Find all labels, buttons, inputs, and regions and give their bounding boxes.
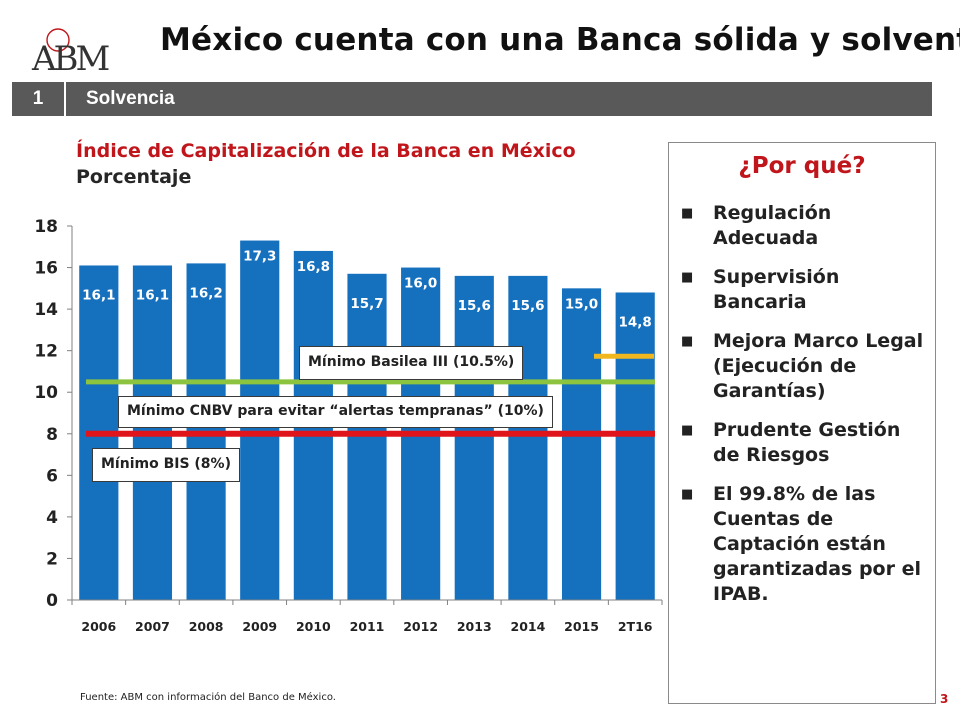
why-item-supervision: ■ Supervisión Bancaria	[681, 266, 840, 313]
why-item-regulation: ■ Regulación Adecuada	[681, 202, 832, 249]
x-tick-label: 2006	[81, 619, 116, 634]
y-tick-label: 16	[34, 259, 58, 279]
x-tick-label: 2013	[457, 619, 492, 634]
chart-subtitle: Porcentaje	[76, 166, 192, 188]
section-number: 1	[12, 82, 66, 116]
y-tick-label: 6	[46, 466, 58, 486]
abm-logo: ABM	[31, 28, 110, 76]
y-tick-label: 18	[34, 217, 58, 237]
svg-text:ABM: ABM	[31, 39, 110, 76]
chart-title: Índice de Capitalización de la Banca en …	[76, 140, 576, 162]
bar-value-label: 16,8	[297, 259, 330, 275]
why-list: ■ Regulación Adecuada ■ Supervisión Bancar…	[681, 201, 929, 621]
y-tick-label: 8	[46, 425, 58, 445]
bar-2013	[454, 275, 494, 600]
x-tick-label: 2014	[511, 619, 546, 634]
square-bullet-icon: ■	[681, 423, 694, 438]
y-tick-label: 2	[46, 549, 58, 569]
source-note: Fuente: ABM con información del Banco de…	[80, 692, 336, 703]
bar-value-label: 16,1	[136, 287, 169, 303]
why-box: ¿Por qué? ■ Regulación Adecuada ■ Supervis…	[668, 142, 936, 704]
bar-2015	[561, 288, 602, 600]
why-item-risk-management: ■ Prudente Gestión de Riesgos	[681, 419, 901, 466]
bar-value-label: 17,3	[243, 249, 276, 265]
square-bullet-icon: ■	[681, 206, 694, 221]
x-tick-label: 2009	[242, 619, 277, 634]
section-label: Solvencia	[86, 88, 175, 109]
page-number: 3	[940, 692, 949, 706]
square-bullet-icon: ■	[681, 334, 694, 349]
x-tick-label: 2008	[189, 619, 224, 634]
y-tick-label: 14	[34, 300, 58, 320]
bis-callout: Mínimo BIS (8%)	[92, 448, 240, 482]
x-tick-label: 2010	[296, 619, 331, 634]
bar-value-label: 15,0	[565, 296, 598, 312]
y-tick-label: 10	[34, 383, 58, 403]
square-bullet-icon: ■	[681, 487, 694, 502]
x-tick-label: 2012	[403, 619, 438, 634]
x-tick-label: 2015	[564, 619, 599, 634]
bar-value-label: 15,6	[511, 298, 544, 314]
page-title: México cuenta con una Banca sólida y sol…	[160, 22, 960, 58]
bar-2011	[347, 273, 387, 600]
bar-2014	[508, 275, 548, 600]
basilea-callout: Mínimo Basilea III (10.5%)	[299, 346, 524, 380]
why-title: ¿Por qué?	[738, 153, 866, 179]
y-tick-label: 4	[46, 508, 58, 528]
bar-value-label: 15,6	[458, 298, 491, 314]
bar-value-label: 16,1	[82, 287, 115, 303]
why-item-legal-framework: ■ Mejora Marco Legal (Ejecución de Garant…	[681, 330, 924, 402]
square-bullet-icon: ■	[681, 270, 694, 285]
y-tick-label: 12	[34, 342, 58, 362]
bar-value-label: 16,0	[404, 276, 437, 292]
bar-value-label: 15,7	[350, 296, 383, 312]
cnbv-callout: Mínimo CNBV para evitar “alertas tempran…	[118, 396, 553, 428]
why-item-ipab-guarantee: ■ El 99.8% de las Cuentas de Captación es…	[681, 483, 921, 605]
x-tick-label: 2011	[350, 619, 385, 634]
x-tick-label: 2T16	[618, 619, 653, 634]
bar-value-label: 14,8	[619, 314, 652, 330]
y-tick-label: 0	[46, 591, 58, 611]
section-header-bar: 1 Solvencia	[12, 82, 932, 116]
bar-value-label: 16,2	[189, 285, 222, 301]
x-tick-label: 2007	[135, 619, 170, 634]
bar-2T16	[615, 292, 655, 600]
